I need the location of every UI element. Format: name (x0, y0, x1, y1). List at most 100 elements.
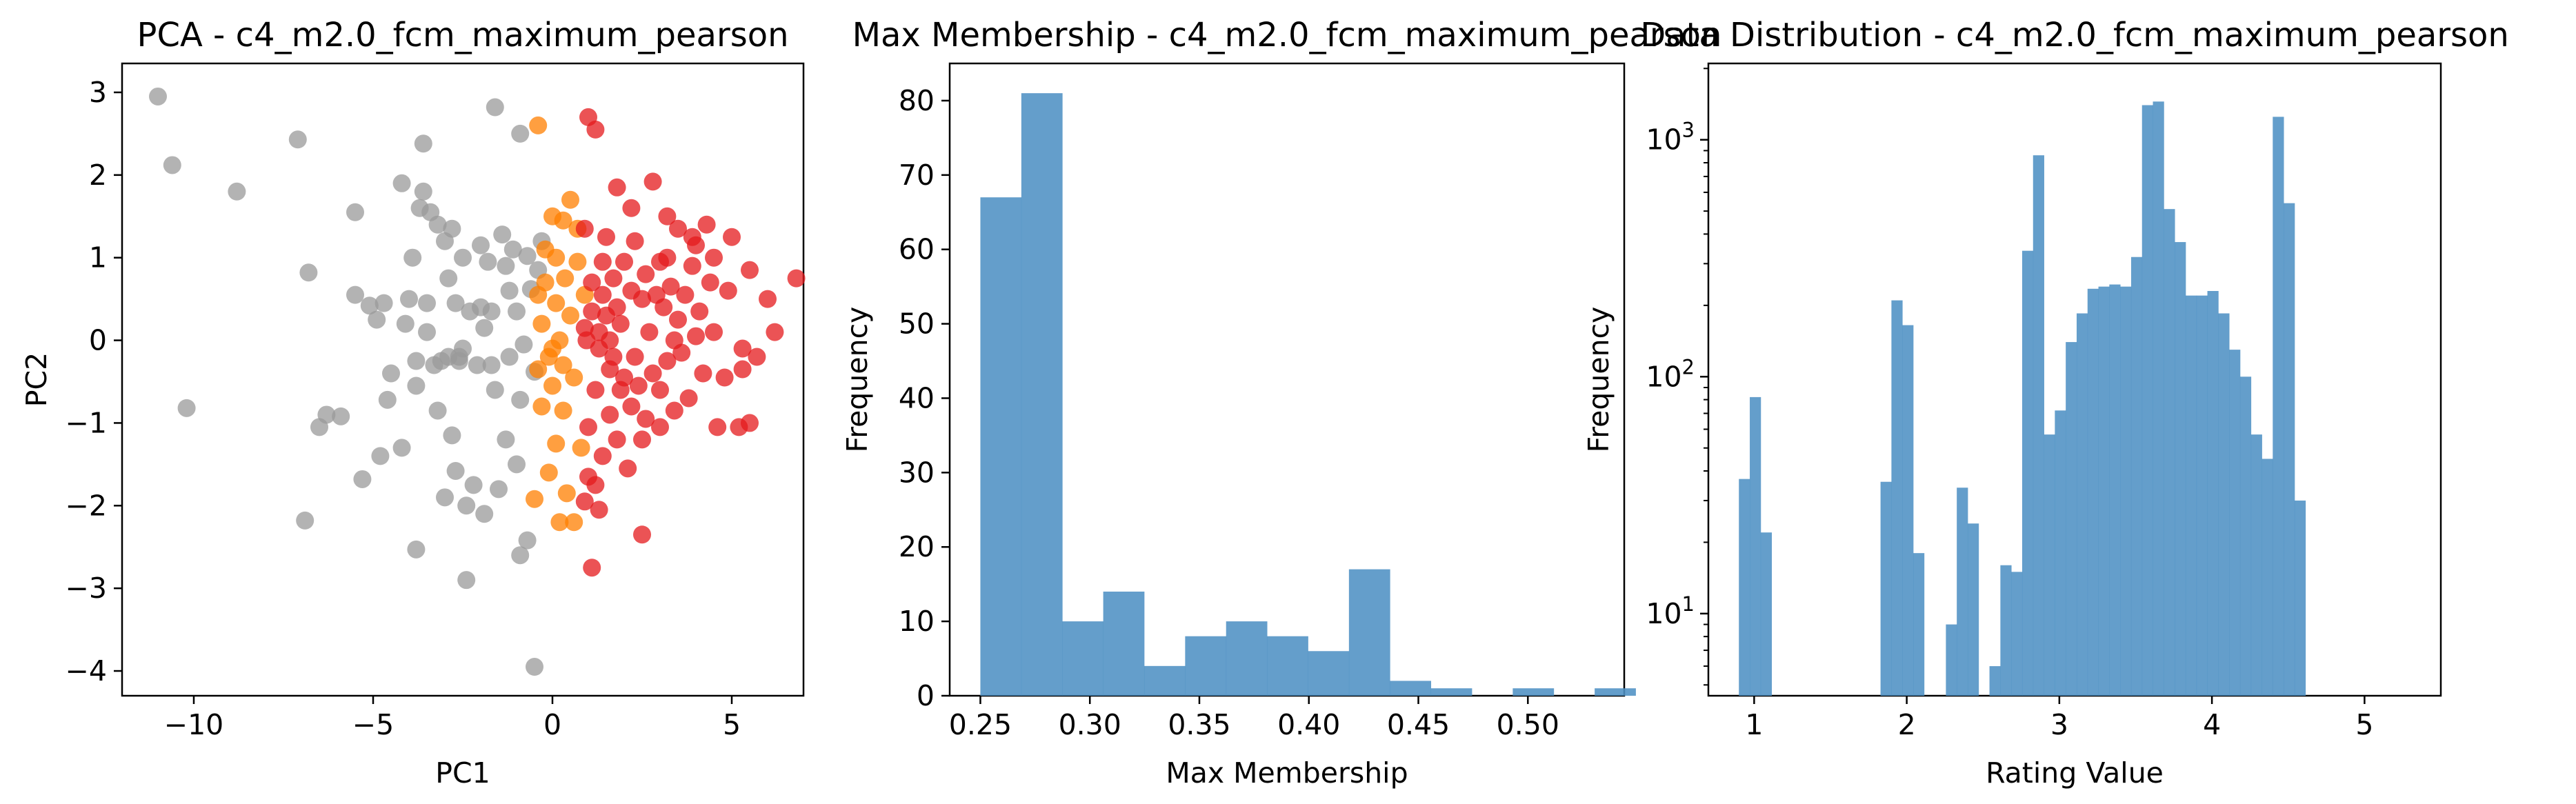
pca-point (622, 281, 641, 300)
rating-bar (2130, 257, 2143, 696)
rating-bar (2000, 565, 2012, 696)
rating-y-axis-label: Frequency (1582, 307, 1615, 453)
pca-point (414, 182, 432, 201)
pca-point (400, 290, 418, 308)
membership-x-tick-label: 0.25 (949, 708, 1012, 741)
membership-y-tick-label: 20 (899, 530, 935, 563)
pca-point (518, 531, 537, 550)
rating-bar (1967, 523, 1979, 696)
pca-point (590, 501, 608, 519)
rating-bar (1760, 532, 1773, 696)
pca-point (428, 401, 447, 420)
pca-point (407, 376, 426, 395)
membership-y-tick-label: 30 (899, 456, 935, 489)
pca-point (565, 368, 583, 387)
pca-point (687, 327, 705, 345)
pca-point (669, 219, 687, 238)
pca-point (536, 240, 555, 259)
pca-point (759, 290, 777, 308)
pca-point (503, 240, 522, 259)
pca-point (766, 323, 784, 341)
rating-bar (2196, 295, 2208, 696)
pca-point (572, 439, 590, 457)
pca-point (539, 463, 558, 482)
pca-point (392, 174, 411, 192)
rating-bar (2044, 434, 2055, 696)
rating-bar (2109, 284, 2121, 696)
pca-point (629, 376, 648, 395)
membership-x-tick-label: 0.40 (1277, 708, 1340, 741)
rating-histogram-panel: 1 2 3 4 5 101 102 103 Data Distribution - c4_m2… (1582, 16, 2509, 790)
pca-point (518, 247, 537, 265)
rating-bar (1902, 325, 1914, 696)
pca-x-tick-label: 0 (543, 708, 561, 741)
rating-bar (2239, 376, 2252, 696)
pca-point (500, 281, 519, 300)
pca-point (163, 156, 181, 174)
pca-point (428, 215, 447, 234)
pca-y-tick-label: −1 (66, 406, 107, 439)
pca-point (705, 248, 723, 267)
pca-point (575, 492, 594, 511)
pca-point (615, 252, 633, 271)
membership-x-axis-label: Max Membership (1166, 756, 1408, 790)
pca-point (407, 352, 426, 370)
membership-bar (1390, 681, 1432, 696)
pca-point (787, 269, 806, 288)
pca-point (622, 397, 641, 416)
pca-point (733, 360, 752, 379)
membership-bar (1430, 688, 1472, 696)
pca-point (626, 348, 644, 366)
pca-point (633, 430, 651, 449)
pca-point (407, 540, 426, 559)
membership-bar (1348, 569, 1390, 696)
rating-bar (2294, 500, 2306, 696)
pca-point (543, 339, 561, 358)
pca-point (608, 430, 626, 449)
rating-bar (2087, 288, 2099, 696)
pca-point (457, 496, 476, 515)
pca-point (497, 430, 515, 449)
membership-bar (1103, 591, 1145, 696)
membership-bar (1021, 93, 1063, 696)
rating-chart-title: Data Distribution - c4_m2.0_fcm_maximum_… (1640, 16, 2509, 54)
pca-point (579, 418, 597, 436)
rating-y-tick-label: 103 (1646, 119, 1695, 157)
pca-point (694, 364, 712, 383)
pca-point (583, 273, 601, 292)
pca-point (457, 571, 476, 590)
rating-x-tick-label: 1 (1745, 708, 1763, 741)
pca-point (346, 203, 364, 221)
pca-point (490, 480, 508, 499)
pca-point (418, 323, 436, 341)
pca-point (637, 265, 655, 283)
pca-point (508, 455, 526, 474)
pca-scatter-points (149, 87, 806, 676)
rating-y-tick-label: 102 (1646, 355, 1695, 393)
pca-point (500, 348, 519, 366)
rating-bar (2033, 155, 2044, 696)
rating-bar (2066, 342, 2077, 696)
pca-point (515, 335, 533, 354)
pca-point (665, 331, 683, 350)
pca-point (608, 178, 626, 197)
pca-point (715, 368, 734, 387)
membership-x-tick-label: 0.30 (1059, 708, 1121, 741)
rating-axis-ticks: 1 2 3 4 5 101 102 103 (1646, 68, 2373, 741)
pca-point (472, 236, 490, 254)
pca-x-tick-label: −10 (164, 708, 224, 741)
pca-point (608, 298, 626, 316)
rating-bar (2164, 209, 2175, 696)
pca-point (640, 323, 659, 341)
pca-y-axis-label: PC2 (20, 352, 53, 407)
membership-axis-ticks: 0.25 0.30 0.35 0.40 0.45 0.50 0 10 20 30 40 50 60 70 8… (899, 84, 1559, 741)
pca-point (475, 319, 494, 337)
pca-point (651, 418, 669, 436)
membership-bar (1308, 651, 1350, 696)
pca-y-tick-label: −4 (66, 654, 107, 687)
pca-point (554, 211, 572, 230)
pca-point (579, 468, 597, 486)
rating-bar (2273, 117, 2284, 696)
pca-point (669, 310, 687, 329)
pca-point (601, 405, 619, 424)
